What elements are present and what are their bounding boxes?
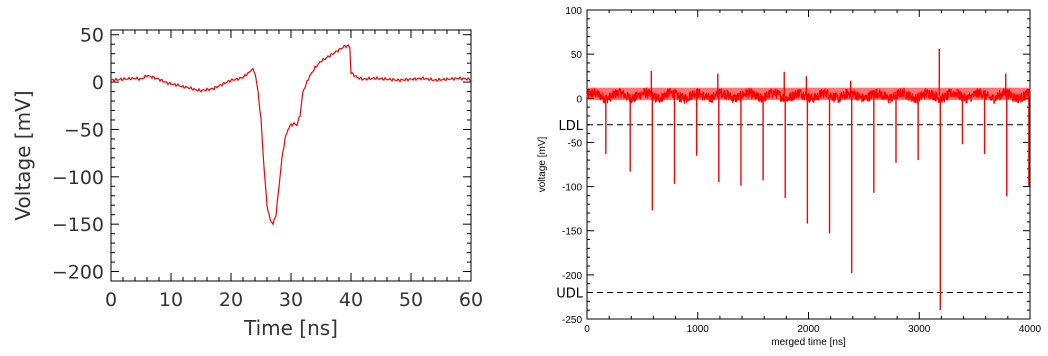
threshold-label-udl: UDL xyxy=(556,287,584,302)
x-tick-label: 0 xyxy=(105,289,117,311)
right-chart: 0 1000 2000 3000 4000 100 50 0 -50 -100 -150 -200 -2… xyxy=(537,6,1042,348)
y-tick-label: 0 xyxy=(92,72,104,94)
x-tick-label: 60 xyxy=(459,289,483,311)
y-tick-label: −100 xyxy=(52,167,104,189)
x-tick-label: 2000 xyxy=(797,324,820,335)
y-tick-label: -50 xyxy=(568,138,583,149)
x-tick-label: 0 xyxy=(584,324,590,335)
voltage-trace-line xyxy=(110,43,472,226)
y-tick-label: −150 xyxy=(52,214,104,236)
x-tick-label: 3000 xyxy=(908,324,931,335)
threshold-label-ldl: LDL xyxy=(559,119,584,134)
y-tick-label: -150 xyxy=(562,227,582,238)
y-axis-label: voltage [mV] xyxy=(537,136,548,192)
y-axis-label: Voltage [mV] xyxy=(11,90,35,220)
x-axis-label: merged time [ns] xyxy=(771,337,846,348)
y-tick-label: -200 xyxy=(562,271,582,282)
x-tick-label: 50 xyxy=(399,289,423,311)
x-tick-label: 1000 xyxy=(687,324,710,335)
plot-frame xyxy=(586,9,1031,320)
y-tick-label: −50 xyxy=(64,119,104,141)
x-tick-label: 10 xyxy=(159,289,183,311)
y-tick-label: 50 xyxy=(80,25,104,47)
y-tick-label: −200 xyxy=(52,262,104,284)
x-tick-label: 20 xyxy=(219,289,243,311)
plot-frame xyxy=(110,29,472,282)
x-tick-label: 4000 xyxy=(1019,324,1042,335)
x-tick-label: 30 xyxy=(279,289,303,311)
y-tick-label: 50 xyxy=(571,50,583,61)
x-tick-label: 40 xyxy=(339,289,363,311)
y-tick-label: 100 xyxy=(565,6,582,17)
left-chart: 0 10 20 30 40 50 60 50 0 −50 −100 −150 −200 Time [ns]… xyxy=(11,25,483,340)
y-tick-label: 0 xyxy=(576,94,582,105)
y-tick-label: -100 xyxy=(562,183,582,194)
y-tick-label: -250 xyxy=(562,315,582,326)
x-axis-label: Time [ns] xyxy=(243,316,338,340)
